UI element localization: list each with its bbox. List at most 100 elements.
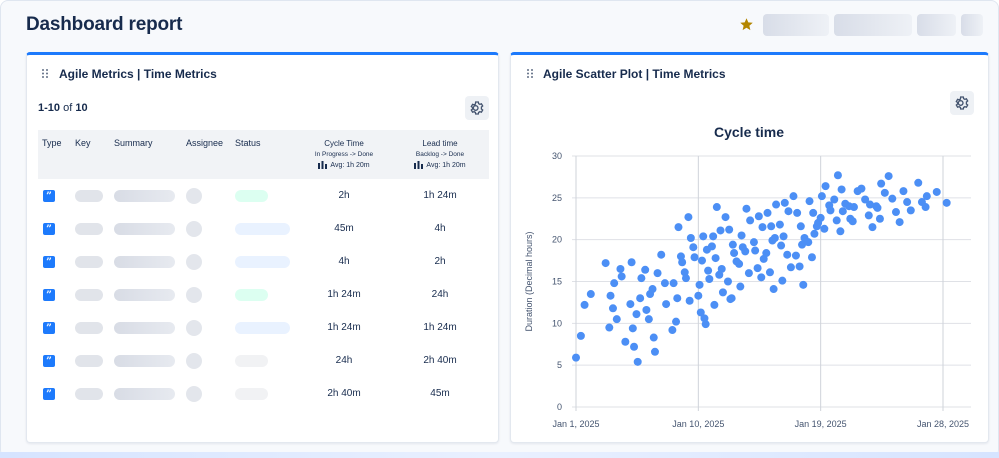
cycle-time-value: 2h 40m (327, 388, 361, 399)
data-point (899, 187, 908, 196)
column-assignee[interactable]: Assignee (186, 138, 224, 148)
data-point (866, 200, 875, 209)
action-button-placeholder[interactable] (763, 14, 829, 36)
scatter-chart: 0 5 10 15 20 25 30 Jan 1, 2025 Jan 10, 2025 Jan 1… (524, 151, 971, 429)
data-point (700, 314, 709, 323)
settings-button[interactable] (950, 91, 974, 115)
table-row[interactable]: ” 24h 2h 40m (38, 345, 489, 378)
summary-placeholder[interactable] (114, 289, 175, 301)
data-point (809, 208, 818, 217)
avatar[interactable] (186, 287, 202, 303)
summary-placeholder[interactable] (114, 322, 175, 334)
data-point (799, 280, 808, 289)
data-point (605, 323, 614, 332)
data-point (783, 250, 792, 259)
status-badge[interactable] (235, 190, 268, 202)
column-status[interactable]: Status (235, 138, 261, 148)
settings-button[interactable] (465, 96, 489, 120)
page-header: Dashboard report (0, 0, 999, 52)
cycle-time-value: 4h (338, 256, 350, 267)
data-point (617, 272, 626, 281)
data-point (737, 231, 746, 240)
data-point (707, 242, 716, 251)
action-button-placeholder[interactable] (917, 14, 956, 36)
key-placeholder[interactable] (75, 355, 103, 367)
column-cycle-time[interactable]: Cycle Time In Progress -> Done Avg: 1h 2… (304, 139, 384, 169)
data-point (704, 266, 713, 275)
table-row[interactable]: ” 4h 2h (38, 246, 489, 279)
data-point (730, 249, 739, 258)
key-placeholder[interactable] (75, 388, 103, 400)
avatar[interactable] (186, 320, 202, 336)
status-badge[interactable] (235, 322, 290, 334)
data-point (830, 195, 839, 204)
summary-placeholder[interactable] (114, 256, 175, 268)
y-tick-label: 15 (552, 277, 562, 287)
data-point (710, 300, 719, 309)
column-key[interactable]: Key (75, 138, 91, 148)
avatar[interactable] (186, 353, 202, 369)
star-icon[interactable] (739, 17, 754, 32)
x-tick-label: Jan 1, 2025 (552, 419, 599, 429)
data-point (775, 220, 784, 229)
data-point (861, 195, 870, 204)
data-point (805, 197, 814, 206)
quote-icon: ” (43, 190, 55, 202)
y-tick-label: 5 (557, 360, 562, 370)
summary-placeholder[interactable] (114, 223, 175, 235)
drag-handle-icon[interactable] (41, 68, 49, 79)
data-point (757, 273, 766, 282)
data-point (906, 206, 915, 215)
data-point (712, 203, 721, 212)
status-badge[interactable] (235, 289, 268, 301)
data-point (891, 208, 900, 217)
data-point (690, 253, 699, 262)
status-badge[interactable] (235, 355, 268, 367)
column-type[interactable]: Type (42, 138, 62, 148)
y-tick-label: 20 (552, 235, 562, 245)
data-point (699, 232, 708, 241)
data-point (789, 192, 798, 201)
table-row[interactable]: ” 45m 4h (38, 213, 489, 246)
data-point (810, 229, 819, 238)
summary-placeholder[interactable] (114, 355, 175, 367)
key-placeholder[interactable] (75, 322, 103, 334)
quote-icon: ” (43, 289, 55, 301)
avatar[interactable] (186, 254, 202, 270)
count-total: 10 (75, 102, 88, 114)
key-placeholder[interactable] (75, 190, 103, 202)
data-point (772, 200, 781, 209)
table-row[interactable]: ” 2h 40m 45m (38, 378, 489, 411)
lead-time-value: 2h (434, 256, 446, 267)
data-point (765, 268, 774, 277)
key-placeholder[interactable] (75, 289, 103, 301)
action-button-placeholder[interactable] (961, 14, 983, 36)
data-point (660, 279, 669, 288)
key-placeholder[interactable] (75, 223, 103, 235)
table-row[interactable]: ” 1h 24m 1h 24m (38, 312, 489, 345)
table-row[interactable]: ” 1h 24m 24h (38, 279, 489, 312)
action-button-placeholder[interactable] (834, 14, 912, 36)
quote-icon: ” (43, 388, 55, 400)
table-row[interactable]: ” 2h 1h 24m (38, 180, 489, 213)
column-summary[interactable]: Summary (114, 138, 153, 148)
status-badge[interactable] (235, 256, 290, 268)
drag-handle-icon[interactable] (526, 68, 534, 79)
summary-placeholder[interactable] (114, 388, 175, 400)
key-placeholder[interactable] (75, 256, 103, 268)
data-point (758, 223, 767, 232)
data-point (705, 274, 714, 283)
avatar[interactable] (186, 221, 202, 237)
column-lead-time[interactable]: Lead time Backlog -> Done Avg: 1h 20m (400, 139, 480, 169)
status-badge[interactable] (235, 223, 290, 235)
avatar[interactable] (186, 386, 202, 402)
agile-scatter-panel: Agile Scatter Plot | Time Metrics (510, 52, 989, 443)
data-point (784, 207, 793, 216)
x-tick-label: Jan 28, 2025 (917, 419, 969, 429)
data-point (798, 240, 807, 249)
avatar[interactable] (186, 188, 202, 204)
data-point (780, 198, 789, 207)
status-badge[interactable] (235, 388, 268, 400)
data-point (817, 192, 826, 201)
summary-placeholder[interactable] (114, 190, 175, 202)
